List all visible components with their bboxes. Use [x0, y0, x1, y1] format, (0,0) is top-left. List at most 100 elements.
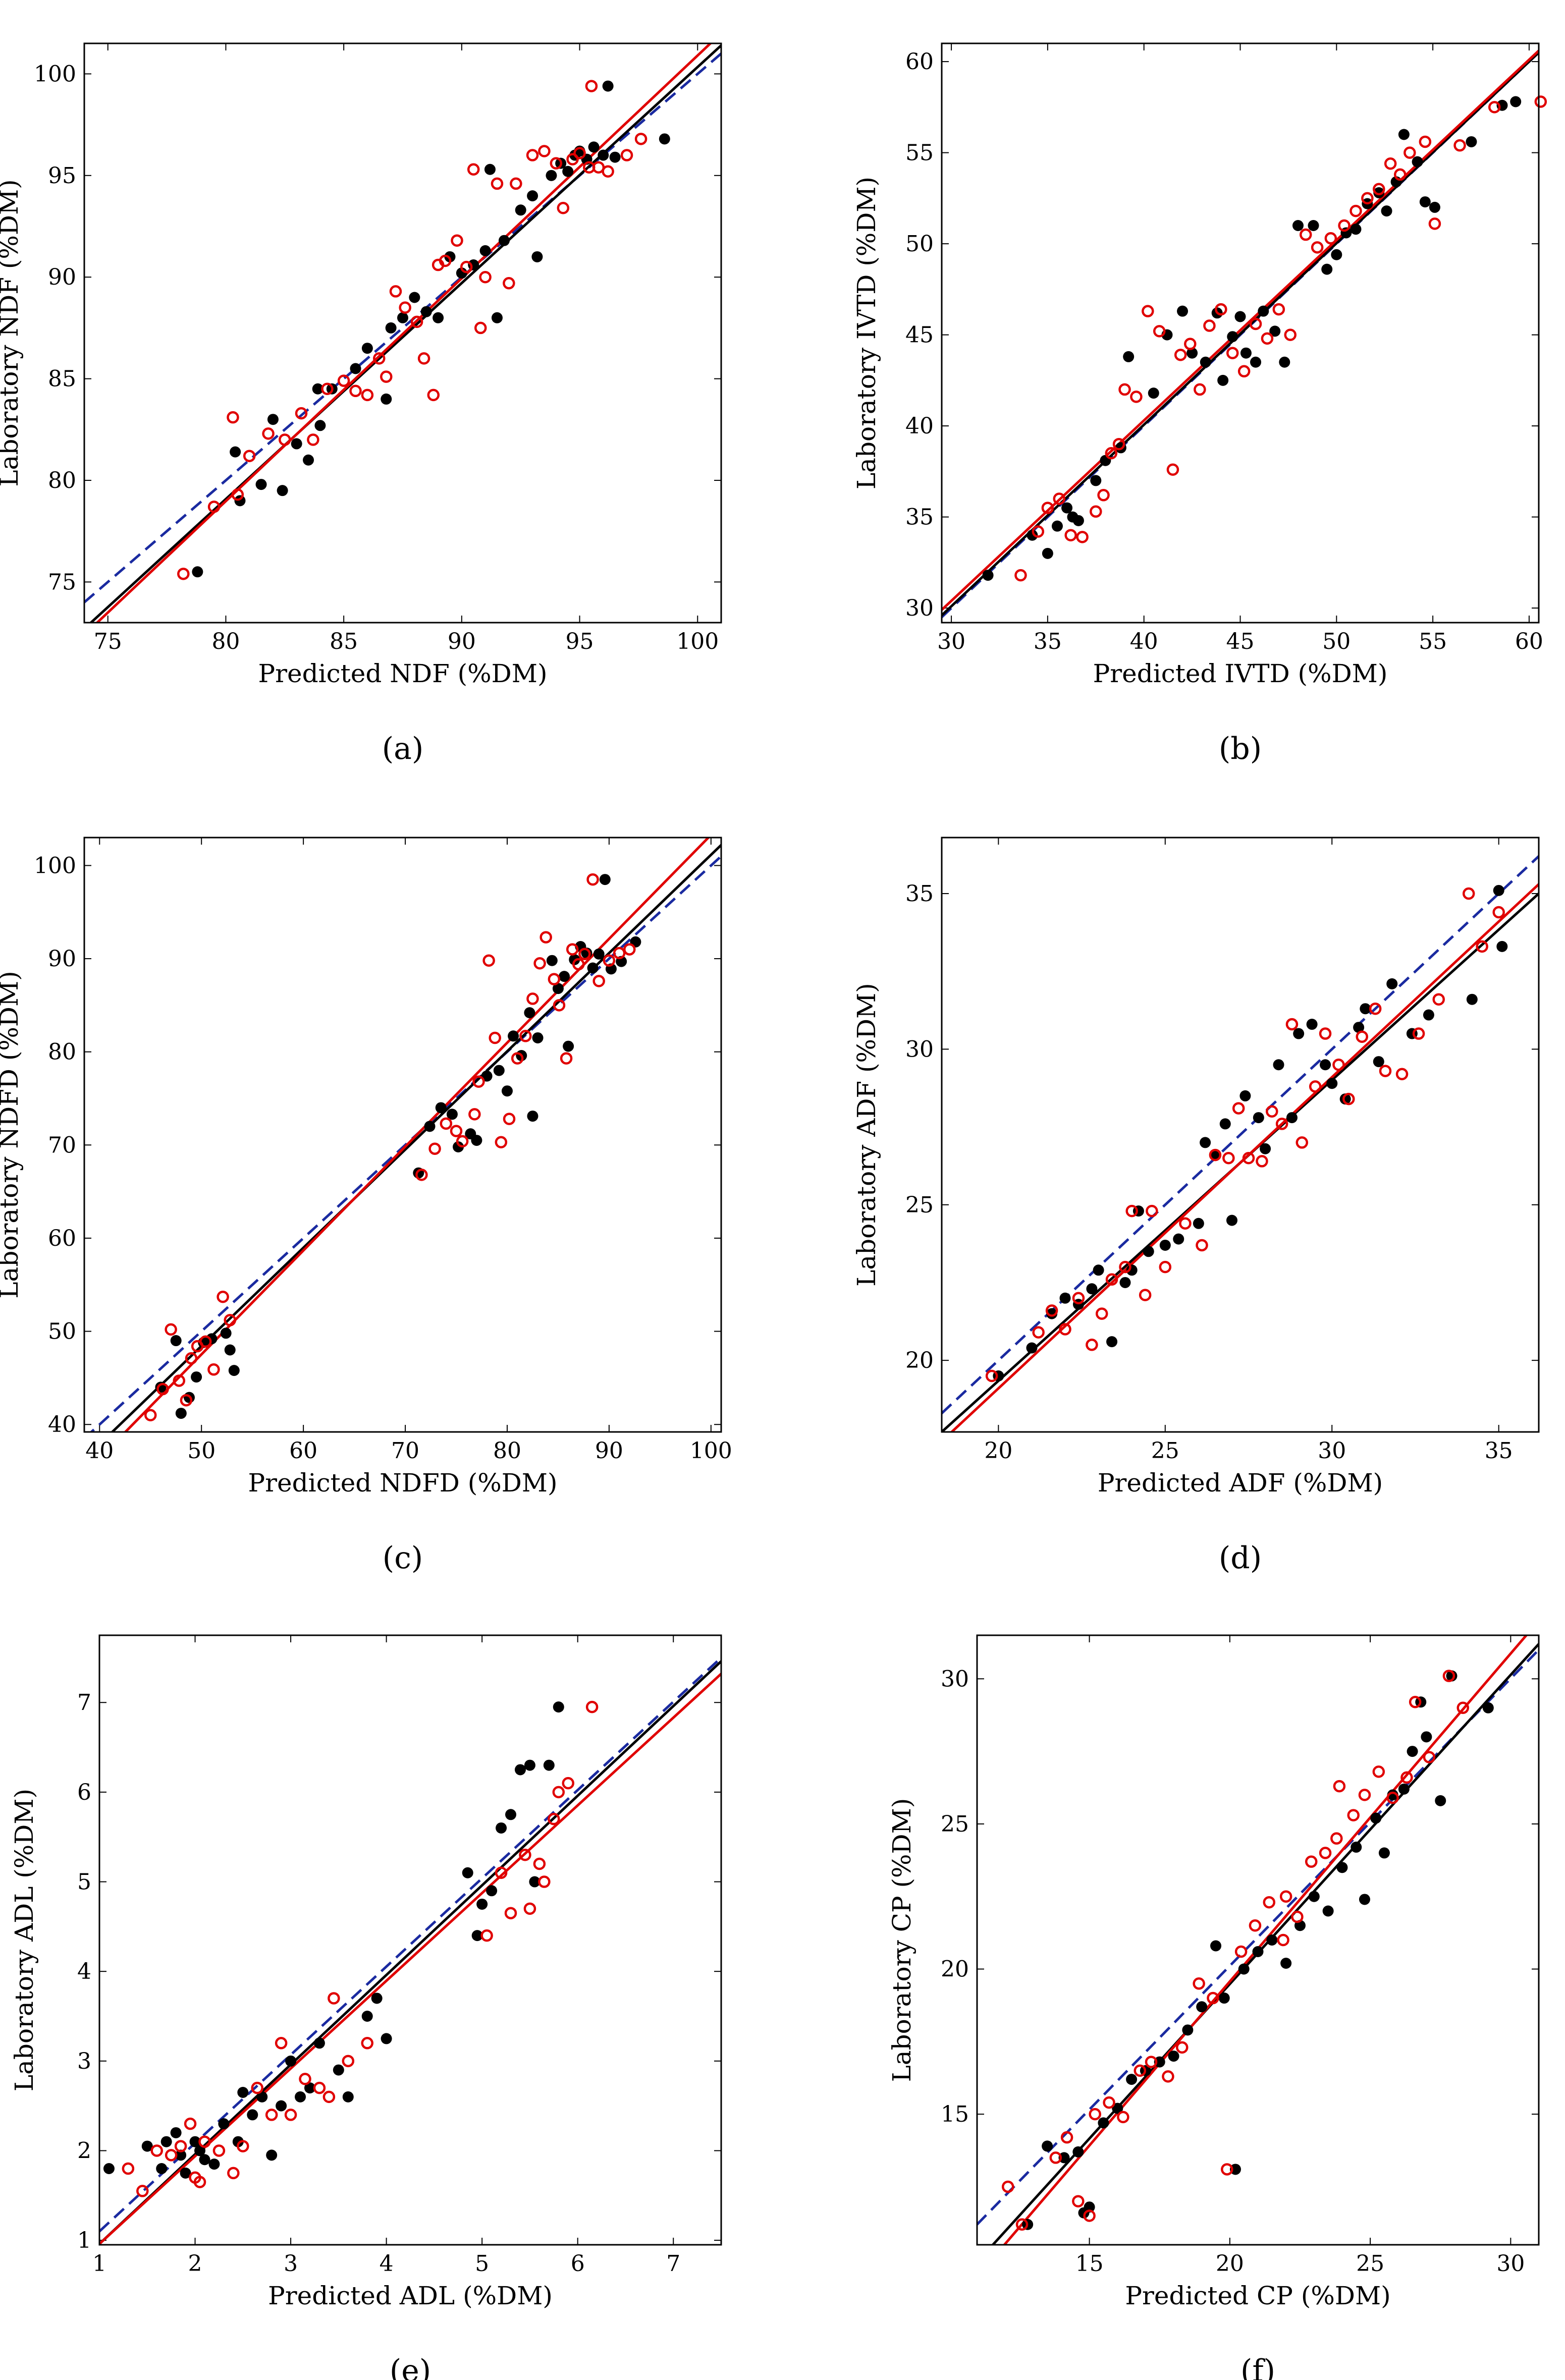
open-point [1032, 1326, 1045, 1339]
filled-point [313, 2037, 325, 2049]
open-point [1105, 447, 1118, 460]
filled-point [587, 962, 599, 974]
open-point [322, 2090, 336, 2104]
open-point [415, 1169, 428, 1181]
x-tick-label: 40 [85, 1438, 114, 1464]
filled-point [446, 1109, 458, 1120]
x-axis-label: Predicted ADF (%DM) [1098, 1468, 1383, 1498]
x-tick-label: 20 [1216, 2251, 1244, 2277]
x-tick-label: 90 [448, 629, 476, 654]
filled-point [505, 1809, 517, 1820]
open-point [1347, 1809, 1360, 1821]
open-point [1174, 349, 1187, 361]
filled-point [1419, 196, 1431, 208]
open-point [1226, 347, 1239, 359]
y-tick-label: 90 [48, 946, 76, 972]
open-point [553, 999, 566, 1012]
filled-point [532, 1032, 544, 1043]
filled-point [1026, 1342, 1038, 1354]
filled-point [160, 2136, 172, 2147]
open-point [1103, 2096, 1115, 2109]
open-point [217, 1291, 229, 1303]
filled-point [1293, 1028, 1305, 1039]
filled-point [1353, 1022, 1365, 1033]
filled-point [295, 2091, 306, 2102]
open-point [1221, 2163, 1233, 2176]
open-point [1284, 328, 1297, 341]
filled-point [1292, 220, 1304, 232]
open-point [1442, 1670, 1455, 1682]
x-tick-label: 4 [380, 2251, 394, 2277]
x-tick-label: 70 [391, 1438, 419, 1464]
filled-point [224, 1344, 236, 1356]
x-tick-label: 25 [1356, 2251, 1384, 2277]
filled-point [1252, 1946, 1264, 1958]
filled-point [1331, 249, 1342, 260]
y-tick-label: 90 [48, 264, 76, 290]
open-point [533, 957, 546, 970]
filled-point [1051, 520, 1063, 532]
x-tick-label: 35 [1034, 629, 1062, 654]
filled-point [175, 2149, 187, 2161]
open-point [503, 277, 515, 290]
open-point [1184, 338, 1197, 350]
filled-point [1229, 2164, 1241, 2175]
open-point [410, 315, 423, 328]
filled-point [524, 1759, 535, 1771]
open-point [1086, 1339, 1098, 1351]
y-tick-label: 100 [34, 61, 76, 87]
open-point [1456, 1701, 1469, 1714]
filled-point [397, 312, 408, 323]
red-fit-line [950, 883, 1539, 1432]
open-point [265, 2109, 278, 2121]
series-open [1014, 95, 1547, 582]
filled-point [206, 1333, 218, 1345]
open-point [480, 1929, 493, 1942]
open-point [156, 1382, 169, 1396]
open-point [1060, 2131, 1073, 2144]
filled-point [1412, 156, 1423, 168]
open-point [428, 1142, 441, 1155]
open-point [548, 1812, 560, 1825]
open-point [562, 1777, 574, 1790]
open-point [1291, 1910, 1304, 1923]
open-point [1234, 1945, 1248, 1958]
y-tick-label: 50 [48, 1319, 76, 1345]
x-tick-label: 80 [211, 629, 240, 654]
open-point [1207, 1991, 1219, 2005]
x-tick-label: 1 [92, 2251, 106, 2277]
open-point [526, 992, 539, 1005]
panel-label: (a) [382, 731, 424, 766]
filled-point [1093, 1264, 1104, 1276]
open-point [504, 1907, 517, 1919]
open-point [1117, 2111, 1129, 2124]
filled-point [1112, 2102, 1123, 2114]
x-tick-label: 95 [566, 629, 594, 654]
open-point [279, 433, 291, 446]
panel-label: (d) [1219, 1540, 1262, 1576]
open-point [1333, 1780, 1346, 1793]
open-point [1179, 1217, 1192, 1230]
open-point [1064, 529, 1077, 541]
open-point [468, 1108, 481, 1121]
filled-point [1350, 224, 1362, 235]
series-filled [103, 1701, 564, 2179]
open-point [1395, 1068, 1409, 1080]
filled-point [191, 1371, 202, 1383]
y-tick-label: 25 [941, 1811, 969, 1837]
open-point [1134, 2064, 1147, 2077]
filled-point [1086, 1283, 1098, 1295]
x-tick-label: 100 [676, 629, 719, 654]
open-point [1342, 1092, 1355, 1105]
filled-point [1308, 1891, 1320, 1902]
open-point [389, 285, 402, 298]
red-fit-line [942, 49, 1539, 611]
black-fit-line [110, 844, 721, 1432]
filled-point [1286, 1112, 1298, 1124]
filled-point [255, 479, 267, 490]
filled-point [1269, 325, 1281, 337]
open-point [417, 352, 430, 365]
filled-point [381, 393, 392, 405]
open-point [450, 1125, 463, 1137]
